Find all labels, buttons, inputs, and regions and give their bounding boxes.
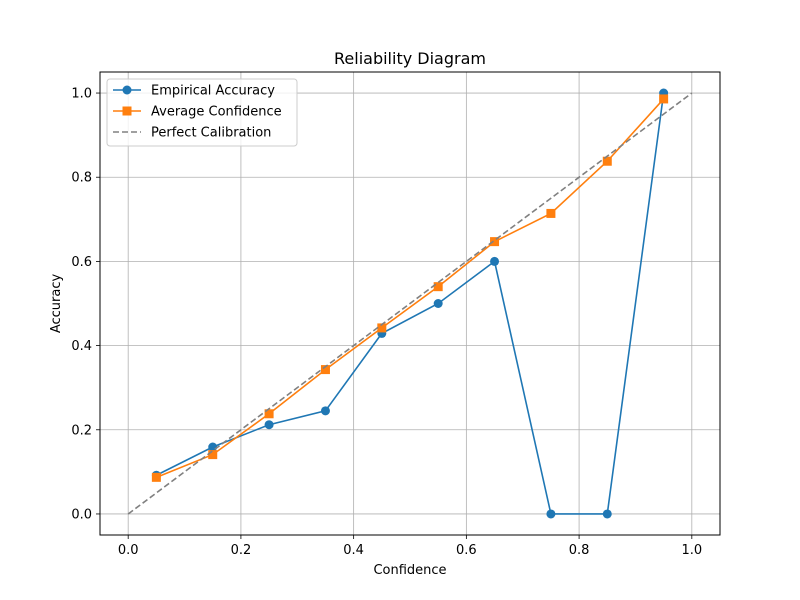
legend-box <box>106 78 298 147</box>
x-tick-label: 0.4 <box>343 543 364 558</box>
average-confidence-line <box>156 98 665 479</box>
average-confidence-point <box>433 282 443 292</box>
average-confidence-point <box>151 472 161 482</box>
x-axis-label: Confidence <box>373 563 446 578</box>
y-axis-label: Accuracy <box>49 274 64 334</box>
average-confidence-point <box>377 323 387 333</box>
x-tick-label: 0.6 <box>456 543 477 558</box>
y-tick-label: 0.4 <box>71 339 92 354</box>
legend-empirical-accuracy-label: Empirical Accuracy <box>151 84 275 99</box>
y-tick-label: 0.8 <box>71 171 92 186</box>
x-tick-label: 0.2 <box>231 543 252 558</box>
x-tick-label: 0.8 <box>569 543 590 558</box>
y-tick-label: 0.6 <box>71 255 92 270</box>
empirical-accuracy-point <box>546 509 556 519</box>
average-confidence-point <box>659 94 669 104</box>
average-confidence-point <box>490 237 500 247</box>
chart-title: Reliability Diagram <box>334 49 486 68</box>
x-tick-label: 1.0 <box>681 543 702 558</box>
empirical-accuracy-line <box>156 92 665 515</box>
legend-empirical-accuracy-marker <box>122 85 132 95</box>
empirical-accuracy-point <box>602 509 612 519</box>
average-confidence-point <box>546 208 556 218</box>
average-confidence-point <box>602 156 612 166</box>
y-tick-label: 0.0 <box>71 507 92 522</box>
average-confidence-point <box>264 409 274 419</box>
legend: Empirical Accuracy Average Confidence Perf… <box>106 78 298 147</box>
y-tick-label: 0.2 <box>71 423 92 438</box>
average-confidence-point <box>320 365 330 375</box>
empirical-accuracy-point <box>490 256 500 266</box>
ticks-layer: 0.0 0.2 0.4 0.6 0.8 1.0 0.0 0.2 0.4 0.6 0.8 1.0 <box>71 87 702 558</box>
x-tick-label: 0.0 <box>118 543 139 558</box>
empirical-accuracy-point <box>264 420 274 430</box>
empirical-accuracy-point <box>320 406 330 416</box>
average-confidence-point <box>208 450 218 460</box>
plot-area-frame <box>99 71 721 536</box>
grid-layer <box>100 72 720 535</box>
perfect-calibration-line <box>127 92 693 515</box>
legend-perfect-calibration-label: Perfect Calibration <box>151 126 271 141</box>
empirical-accuracy-point <box>433 299 443 308</box>
series-layer <box>127 88 693 519</box>
legend-average-confidence-marker <box>122 106 132 116</box>
y-tick-label: 1.0 <box>71 87 92 102</box>
legend-average-confidence-label: Average Confidence <box>151 105 282 120</box>
